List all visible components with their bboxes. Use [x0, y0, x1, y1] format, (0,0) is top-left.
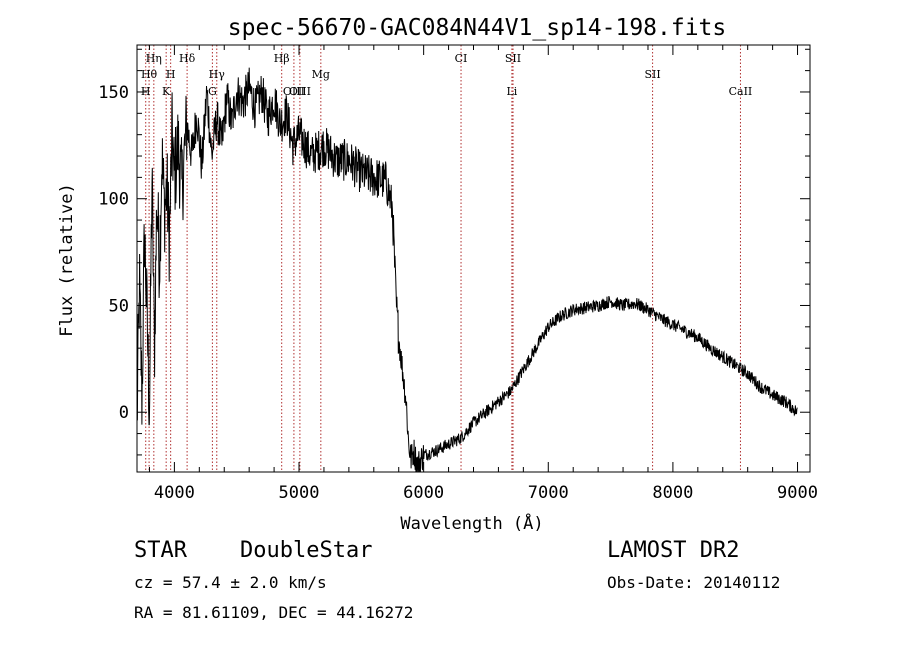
chart-title: spec-56670-GAC084N44V1_sp14-198.fits	[228, 15, 727, 41]
y-tick-label: 0	[119, 403, 129, 423]
survey-name: LAMOST DR2	[607, 538, 740, 563]
line-markers	[145, 45, 741, 472]
spectrum-line	[136, 67, 798, 473]
line-marker-label: Hγ	[209, 68, 226, 81]
y-tick-label: 50	[109, 296, 129, 316]
x-tick-label: 6000	[403, 483, 444, 503]
obs-date: Obs-Date: 20140112	[607, 573, 781, 592]
line-marker-label: SII	[644, 68, 660, 81]
line-marker-label: Hβ	[274, 52, 290, 65]
line-marker-label: SII	[505, 52, 521, 65]
x-tick-label: 9000	[777, 483, 818, 503]
coordinates: RA = 81.61109, DEC = 44.16272	[134, 603, 414, 622]
x-tick-label: 8000	[652, 483, 693, 503]
redshift-value: cz = 57.4 ± 2.0 km/s	[134, 573, 327, 592]
x-axis-label: Wavelength (Å)	[400, 512, 543, 534]
object-subclass: DoubleStar	[240, 538, 373, 563]
line-marker-label: Hδ	[179, 52, 196, 65]
line-marker-label: G	[208, 85, 217, 98]
x-tick-label: 5000	[279, 483, 320, 503]
line-marker-label: K	[162, 85, 171, 98]
y-axis-label: Flux (relative)	[57, 183, 77, 337]
plot-frame	[136, 44, 811, 473]
y-tick-label: 100	[98, 190, 129, 210]
line-marker-label: Li	[506, 85, 517, 98]
x-axis-ticks: 4000 5000 6000 7000 8000 9000	[148, 45, 818, 503]
x-tick-label: 4000	[154, 483, 195, 503]
line-marker-label: H	[166, 68, 176, 81]
line-marker-label: Hθ	[141, 68, 158, 81]
line-marker-label: Hη	[146, 52, 162, 65]
object-class: STAR	[134, 538, 187, 563]
line-marker-label: Mg	[312, 68, 330, 81]
x-tick-label: 7000	[528, 483, 569, 503]
y-axis-ticks: 0 50 100 150	[98, 48, 810, 456]
line-marker-label: OIII	[283, 85, 305, 98]
line-marker-label: CaII	[729, 85, 753, 98]
line-marker-label: OIII	[289, 85, 311, 98]
y-tick-label: 150	[98, 83, 129, 103]
line-marker-label: CI	[455, 52, 468, 65]
